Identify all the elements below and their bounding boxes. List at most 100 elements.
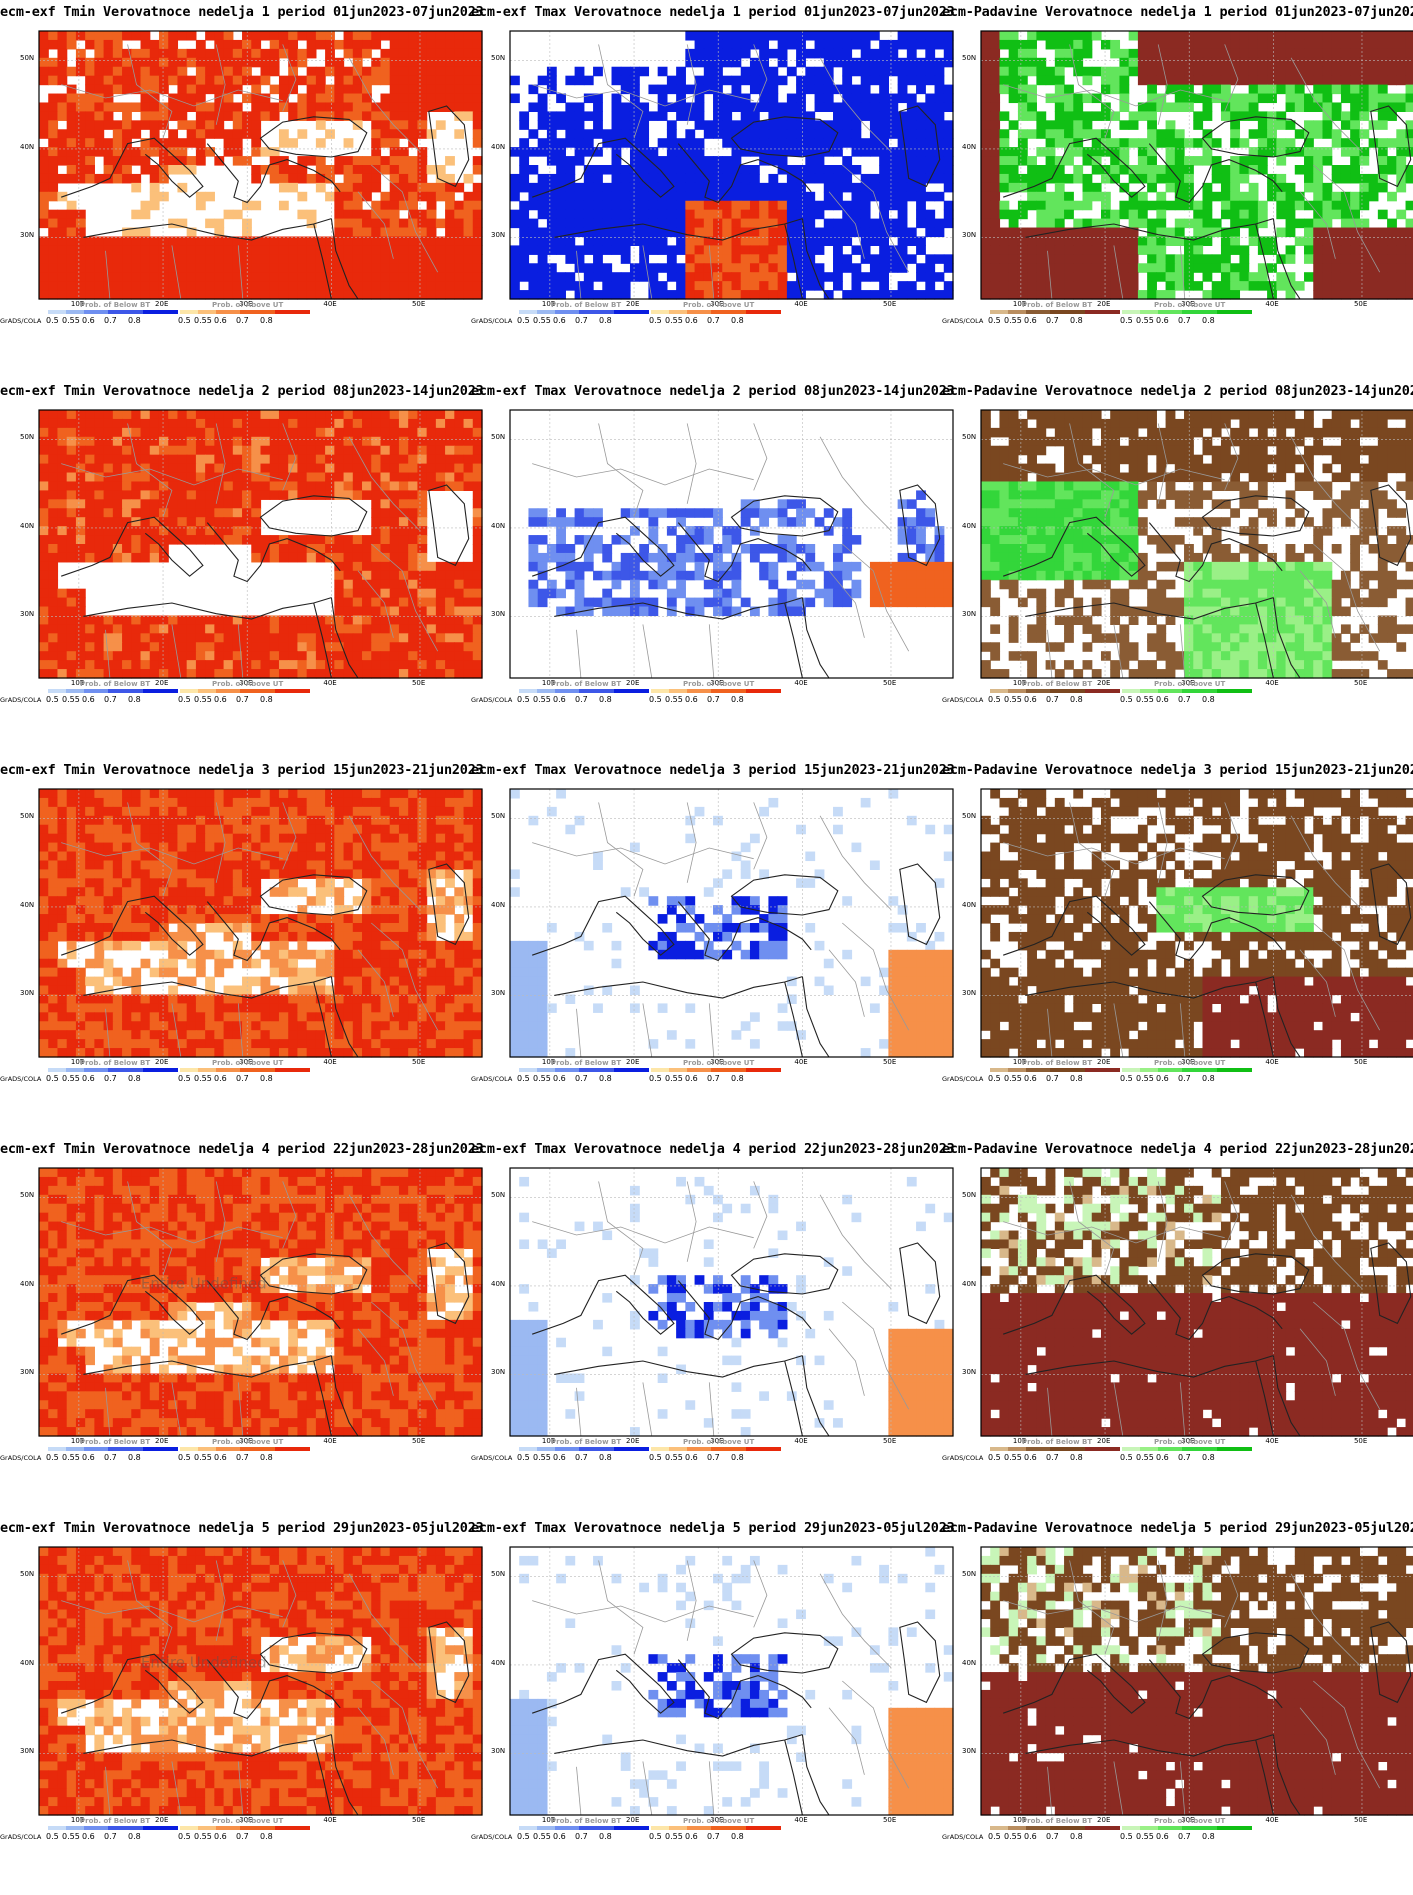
lat-tick-label: 50N <box>962 812 977 821</box>
panel-title: ecm-exf Tmin Verovatnoce nedelja 1 perio… <box>0 4 484 20</box>
colorbar-swatch <box>614 1068 649 1072</box>
probability-field <box>510 1547 954 1816</box>
colorbar-tick-label: 0.6 <box>82 1074 95 1083</box>
lon-tick-label: 50E <box>411 679 426 687</box>
lat-tick-label: 50N <box>20 54 35 63</box>
colorbar-swatch <box>180 1068 198 1072</box>
map-panel: ecm-Padavine Verovatnoce nedelja 2 perio… <box>942 379 1413 758</box>
map-frame <box>980 1546 1413 1816</box>
probability-map: Entire Undefined <box>38 1546 483 1816</box>
colorbar-swatch <box>108 689 143 693</box>
country-borders <box>532 423 910 679</box>
colorbar-swatch <box>1050 1826 1085 1830</box>
below-colorbar-title: Prob. of Below BT <box>80 680 151 688</box>
colorbar-swatch <box>579 1068 614 1072</box>
colorbar-swatch <box>651 689 669 693</box>
below-colorbar <box>519 689 649 693</box>
colorbar-tick-label: 0.7 <box>575 1832 588 1841</box>
grads-credit: GrADS/COLA <box>471 317 513 325</box>
map-frame <box>980 1167 1413 1437</box>
probability-map <box>980 1167 1413 1437</box>
colorbar-swatch <box>1122 689 1140 693</box>
above-colorbar-title: Prob. of Above UT <box>1154 1438 1226 1446</box>
lat-tick-label: 30N <box>962 1747 977 1756</box>
lon-tick-label: 50E <box>882 1058 897 1066</box>
lon-tick-label: 10E <box>1012 300 1027 308</box>
probability-field <box>39 789 483 1058</box>
above-colorbar <box>180 1826 310 1830</box>
colorbar-swatch <box>537 689 555 693</box>
lat-tick-label: 30N <box>491 231 506 240</box>
colorbar-tick-label: 0.6 <box>553 1453 566 1462</box>
colorbar-swatch <box>143 310 178 314</box>
colorbar-swatch <box>687 1447 711 1451</box>
panel-title: ecm-Padavine Verovatnoce nedelja 4 perio… <box>942 1141 1413 1157</box>
colorbar-tick-label: 0.6 <box>1156 1832 1169 1841</box>
above-colorbar <box>180 1447 310 1451</box>
colorbar-swatch <box>519 1826 537 1830</box>
lon-tick-label: 10E <box>70 300 85 308</box>
lon-tick-label: 40E <box>794 1816 808 1824</box>
colorbar-tick-label: 0.5 <box>178 1453 191 1462</box>
colorbar-tick-label: 0.7 <box>1178 316 1191 325</box>
colorbar-swatch <box>108 1826 143 1830</box>
country-borders <box>61 44 439 300</box>
colorbar-swatch <box>216 689 240 693</box>
panel-title: ecm-exf Tmax Verovatnoce nedelja 2 perio… <box>471 383 955 399</box>
colorbar-tick-label: 0.7 <box>104 316 117 325</box>
colorbar-tick-label: 0.7 <box>1178 1453 1191 1462</box>
colorbar-tick-label: 0.6 <box>685 1832 698 1841</box>
colorbar-swatch <box>651 1068 669 1072</box>
coastline <box>532 1621 941 1816</box>
above-colorbar <box>651 310 781 314</box>
country-borders <box>1003 44 1381 300</box>
probability-map <box>509 1167 954 1437</box>
map-panel: ecm-exf Tmin Verovatnoce nedelja 5 perio… <box>0 1516 484 1895</box>
colorbar-swatch <box>275 1826 310 1830</box>
colorbar-tick-label: 0.7 <box>707 316 720 325</box>
colorbar-tick-label: 0.6 <box>553 695 566 704</box>
coastline <box>61 105 470 300</box>
colorbar-tick-label: 0.55 <box>1136 1074 1154 1083</box>
colorbar-tick-label: 0.6 <box>214 1832 227 1841</box>
lon-tick-label: 30E <box>239 679 253 687</box>
lon-tick-label: 10E <box>1012 679 1027 687</box>
coastline <box>61 1621 470 1816</box>
lat-tick-label: 40N <box>20 900 35 909</box>
lon-tick-label: 50E <box>1353 1058 1368 1066</box>
colorbar-tick-label: 0.6 <box>214 695 227 704</box>
lat-tick-label: 40N <box>491 1658 506 1667</box>
lat-tick-label: 40N <box>962 1658 977 1667</box>
colorbar-tick-label: 0.7 <box>236 1074 249 1083</box>
below-colorbar <box>990 1068 1120 1072</box>
below-colorbar-title: Prob. of Below BT <box>551 1438 622 1446</box>
country-borders <box>1003 802 1381 1058</box>
colorbar-tick-label: 0.7 <box>104 695 117 704</box>
above-colorbar <box>1122 689 1252 693</box>
grads-credit: GrADS/COLA <box>471 1075 513 1083</box>
colorbar-tick-label: 0.5 <box>517 1453 530 1462</box>
panel-title: ecm-exf Tmin Verovatnoce nedelja 4 perio… <box>0 1141 484 1157</box>
country-borders <box>1003 423 1381 679</box>
lon-tick-label: 40E <box>1265 1058 1279 1066</box>
colorbar-swatch <box>687 1068 711 1072</box>
colorbar-swatch <box>555 1447 579 1451</box>
colorbar-tick-label: 0.6 <box>214 1074 227 1083</box>
colorbar-swatch <box>1085 1447 1120 1451</box>
colorbar-swatch <box>746 689 781 693</box>
colorbar-tick-label: 0.8 <box>599 1453 612 1462</box>
colorbar-tick-label: 0.55 <box>194 1832 212 1841</box>
colorbar-tick-label: 0.7 <box>104 1453 117 1462</box>
map-panel: ecm-exf Tmax Verovatnoce nedelja 5 perio… <box>471 1516 955 1895</box>
colorbar-swatch <box>198 1068 216 1072</box>
country-borders <box>1003 1181 1381 1437</box>
panel-title: ecm-Padavine Verovatnoce nedelja 1 perio… <box>942 4 1413 20</box>
lat-tick-label: 30N <box>491 1747 506 1756</box>
lon-tick-label: 10E <box>1012 1437 1027 1445</box>
lon-tick-label: 20E <box>626 1437 640 1445</box>
colorbar-tick-label: 0.5 <box>649 1453 662 1462</box>
probability-map <box>509 1546 954 1816</box>
colorbar-swatch <box>66 1068 84 1072</box>
colorbar-swatch <box>1182 310 1217 314</box>
map-panel: ecm-Padavine Verovatnoce nedelja 5 perio… <box>942 1516 1413 1895</box>
